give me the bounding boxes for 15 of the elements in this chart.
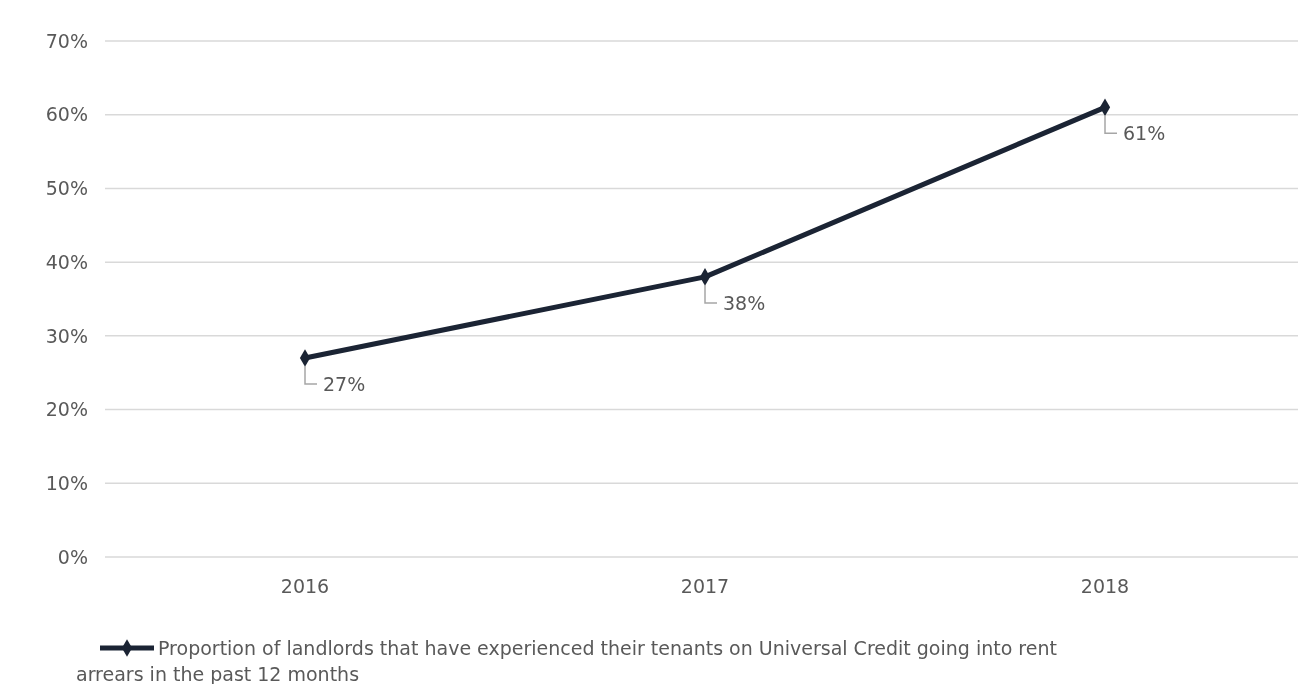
data-label: 61% bbox=[1123, 122, 1166, 145]
y-tick-label: 50% bbox=[45, 177, 88, 200]
x-tick-label: 2018 bbox=[1080, 575, 1130, 597]
y-tick-label: 10% bbox=[45, 471, 88, 494]
y-tick-label: 30% bbox=[45, 324, 88, 347]
y-tick-label: 40% bbox=[45, 250, 88, 273]
y-tick-label: 60% bbox=[45, 103, 88, 126]
x-tick-label: 2016 bbox=[280, 575, 330, 597]
data-label: 27% bbox=[323, 372, 366, 395]
y-tick-label: 70% bbox=[45, 29, 88, 52]
legend-label: Proportion of landlords that have experienced their tenants on Universal Credit going into rent arrears in the past 12 months bbox=[76, 636, 1057, 684]
x-tick-label: 2017 bbox=[680, 575, 730, 597]
y-tick-label: 20% bbox=[45, 398, 88, 421]
data-label: 38% bbox=[723, 291, 766, 314]
y-tick-label: 0% bbox=[57, 545, 88, 568]
